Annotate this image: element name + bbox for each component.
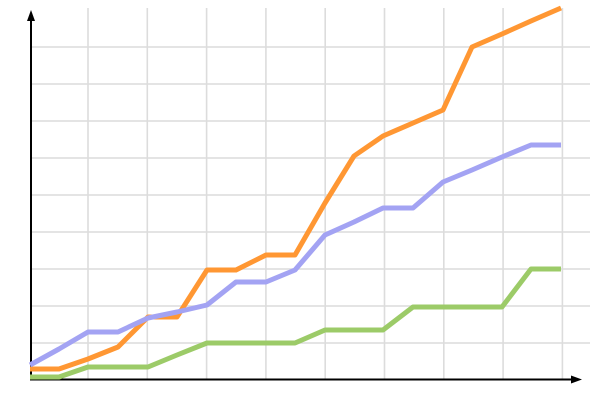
green-series-line <box>30 266 561 380</box>
grid-lines <box>30 8 590 380</box>
y-axis-arrow-icon <box>27 10 35 21</box>
axes <box>27 10 582 384</box>
data-series <box>28 5 562 380</box>
x-axis-arrow-icon <box>571 375 582 384</box>
orange-series-line <box>30 5 562 372</box>
purple-series-line <box>28 142 561 368</box>
